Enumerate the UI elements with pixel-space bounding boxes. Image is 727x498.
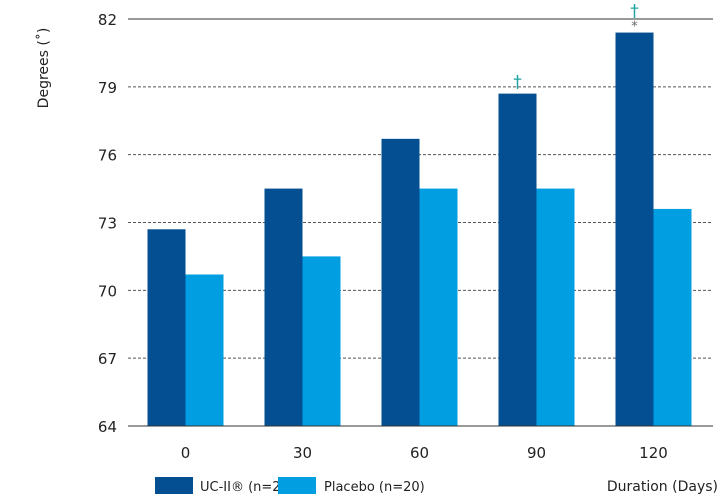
bar-placebo-30 <box>302 256 341 426</box>
bar-placebo-60 <box>419 188 458 426</box>
x-axis-tick-labels: 0 30 60 90 120 <box>181 444 668 462</box>
y-tick-label-73: 73 <box>98 215 117 233</box>
x-tick-label-90: 90 <box>527 444 546 462</box>
legend-label-placebo: Placebo (n=20) <box>324 480 425 495</box>
bar-uc-ii-30 <box>264 188 303 426</box>
y-axis-title: Degrees (˚) <box>35 28 52 109</box>
bar-placebo-90 <box>536 188 575 426</box>
bar-uc-ii-60 <box>381 138 420 427</box>
legend-swatch-placebo <box>278 477 316 494</box>
legend: UC-II® (n=24) Placebo (n=20) <box>155 477 425 495</box>
y-tick-label-64: 64 <box>98 418 117 436</box>
x-axis-title: Duration (Days) <box>607 479 718 495</box>
y-tick-label-79: 79 <box>98 79 117 97</box>
x-tick-label-0: 0 <box>181 444 191 462</box>
x-tick-label-60: 60 <box>410 444 429 462</box>
significance-dagger-90: † <box>513 73 522 93</box>
y-tick-label-76: 76 <box>98 147 117 165</box>
legend-label-uc-ii: UC-II® (n=24) <box>200 480 294 495</box>
bar-placebo-120 <box>653 208 692 426</box>
bar-uc-ii-90 <box>498 93 537 426</box>
y-tick-label-70: 70 <box>98 282 117 300</box>
significance-dagger-120: † <box>630 2 639 22</box>
significance-annotations: †*† <box>513 2 639 93</box>
x-tick-label-30: 30 <box>293 444 312 462</box>
y-tick-label-82: 82 <box>98 11 117 29</box>
bars <box>147 32 692 427</box>
legend-swatch-uc-ii <box>155 477 193 494</box>
bar-uc-ii-120 <box>615 32 654 427</box>
y-tick-label-67: 67 <box>98 350 117 368</box>
significance-star-120: * <box>631 20 638 35</box>
bar-placebo-0 <box>185 274 224 426</box>
x-tick-label-120: 120 <box>639 444 668 462</box>
y-axis-tick-labels: 64 67 70 73 76 79 82 <box>98 11 117 436</box>
bar-uc-ii-0 <box>147 229 186 426</box>
